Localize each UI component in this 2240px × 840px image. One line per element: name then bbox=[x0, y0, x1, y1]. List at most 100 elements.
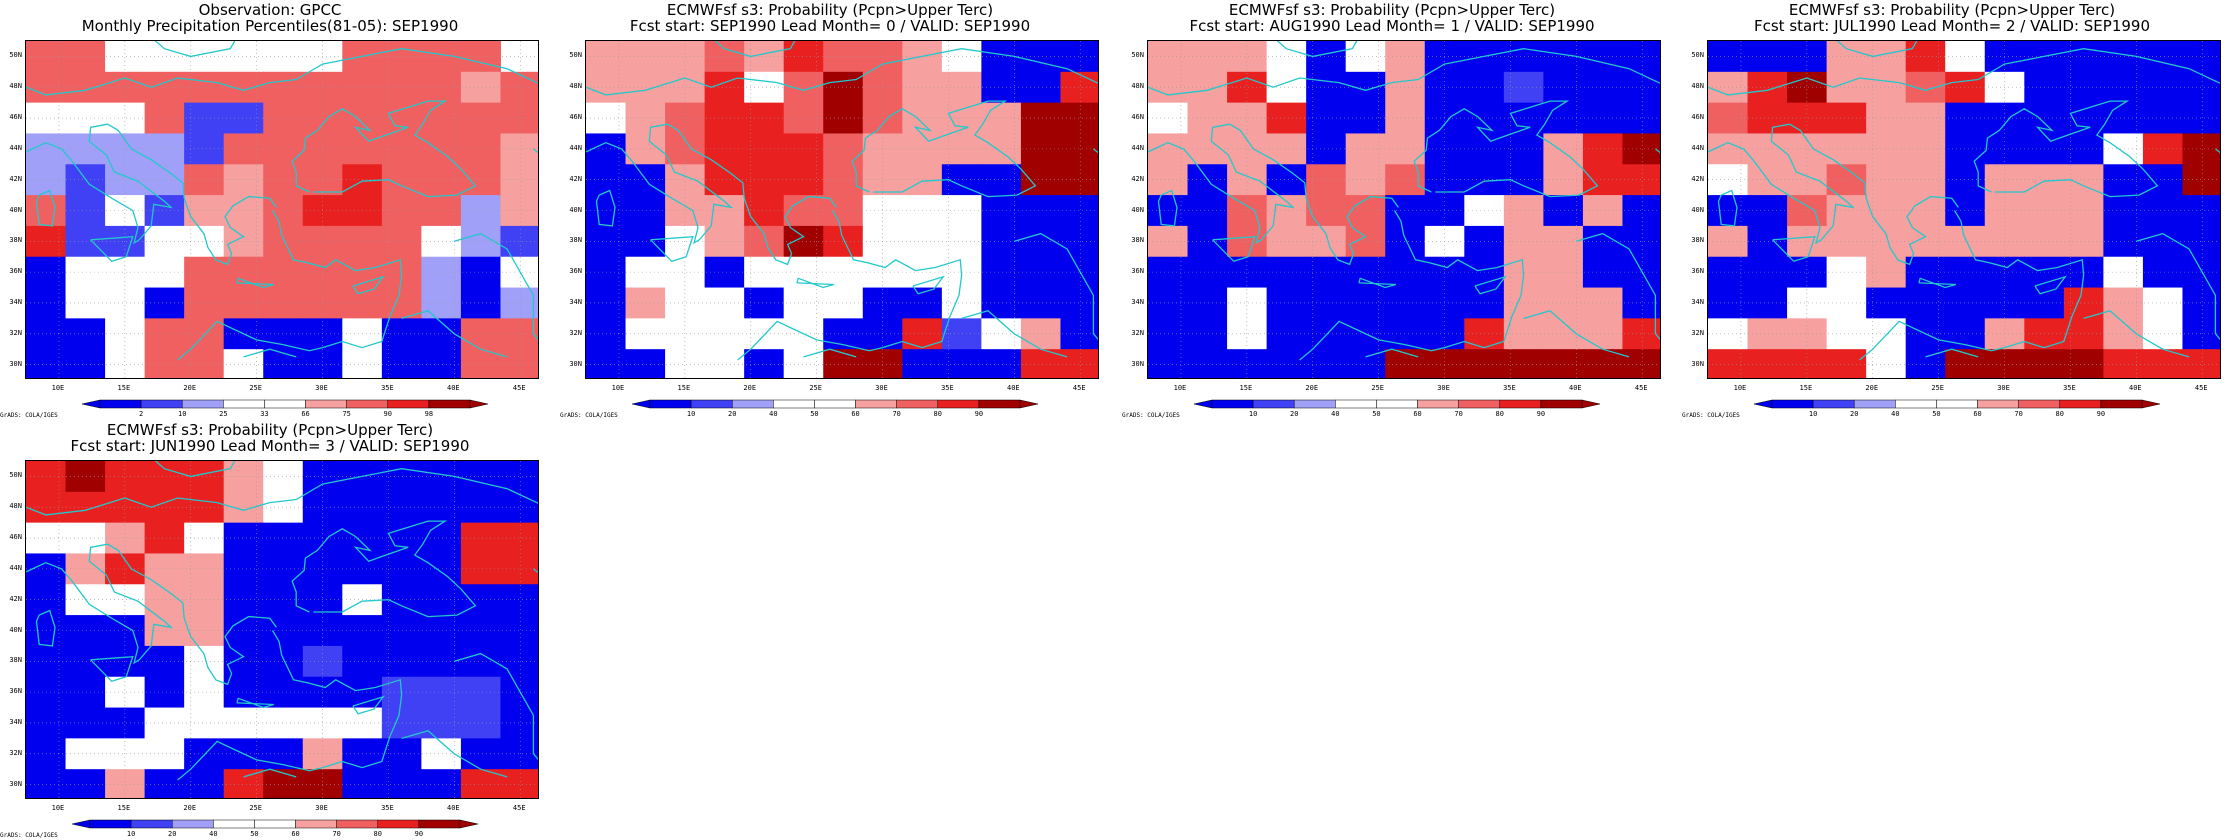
grid-cell bbox=[263, 164, 304, 196]
grid-cell bbox=[421, 71, 462, 104]
colorbar-label: 50 bbox=[810, 410, 819, 418]
lat-tick-label: 32N bbox=[9, 328, 22, 337]
precip-map bbox=[585, 40, 1099, 379]
lon-tick-label: 20E bbox=[183, 804, 197, 812]
coastline bbox=[26, 468, 538, 516]
coastline bbox=[401, 729, 508, 778]
grid-cell bbox=[941, 102, 982, 134]
lat-tick-label: 30N bbox=[1131, 359, 1144, 368]
grid-cell bbox=[1266, 41, 1307, 73]
grid-cell bbox=[981, 287, 1022, 319]
lat-tick-label: 44N bbox=[9, 143, 22, 152]
grid-cell bbox=[65, 195, 106, 227]
grid-cell bbox=[1826, 102, 1867, 134]
lat-tick-label: 38N bbox=[9, 656, 22, 665]
grid-cell bbox=[1187, 287, 1228, 319]
grid-cell bbox=[1345, 133, 1386, 165]
coastline bbox=[1859, 210, 2085, 361]
grid-cell bbox=[263, 133, 304, 165]
grid-cell bbox=[1385, 102, 1426, 134]
coastline bbox=[1836, 41, 1918, 58]
coastline bbox=[586, 123, 734, 245]
grid-cell bbox=[263, 584, 304, 616]
grid-cell bbox=[2103, 287, 2144, 319]
grid-cell bbox=[941, 133, 982, 165]
grid-cell bbox=[1385, 195, 1426, 227]
lat-tick-label: 34N bbox=[1131, 297, 1144, 306]
lat-tick-label: 50N bbox=[9, 471, 22, 480]
grid-cell bbox=[342, 769, 383, 798]
lon-tick-label: 30E bbox=[1997, 384, 2010, 392]
grid-cell bbox=[421, 707, 462, 739]
grid-cell bbox=[223, 491, 264, 524]
colorbar-segment bbox=[99, 399, 142, 409]
coastline bbox=[1789, 123, 1959, 266]
coastline bbox=[1365, 348, 1419, 358]
colorbar-segment bbox=[213, 819, 255, 829]
grid-cell bbox=[704, 102, 745, 134]
grid-cell bbox=[421, 584, 462, 616]
grid-cell bbox=[223, 133, 264, 165]
coastline bbox=[1523, 309, 1630, 358]
grid-cell bbox=[223, 553, 264, 585]
grid-cell bbox=[1905, 133, 1946, 165]
grid-cell bbox=[223, 71, 264, 104]
colorbar-label: 50 bbox=[1932, 410, 1941, 418]
lon-tick-label: 30E bbox=[875, 384, 888, 392]
grid-cell bbox=[823, 71, 864, 104]
lat-tick-label: 50N bbox=[9, 51, 22, 60]
grid-cell bbox=[1060, 349, 1098, 378]
coastline bbox=[1576, 232, 1660, 341]
colorbar-segment bbox=[428, 399, 471, 409]
lat-tick-label: 50N bbox=[569, 51, 582, 60]
grid-cell bbox=[1787, 71, 1828, 104]
coastline bbox=[236, 277, 274, 289]
colorbar-segment bbox=[1771, 399, 1814, 409]
lon-tick-label: 35E bbox=[941, 384, 954, 392]
colorbar-label: 90 bbox=[1536, 410, 1546, 418]
colorbar-label: 80 bbox=[373, 830, 382, 838]
coastline bbox=[26, 48, 538, 96]
coastline bbox=[177, 630, 403, 781]
grid-cell bbox=[1866, 349, 1907, 378]
grid-cell bbox=[1503, 41, 1544, 73]
grid-cell bbox=[1148, 349, 1189, 378]
grid-cell bbox=[783, 349, 824, 378]
coastline bbox=[243, 768, 297, 778]
colorbar-segment bbox=[387, 399, 430, 409]
colorbar-segment bbox=[649, 399, 692, 409]
grid-cell bbox=[1543, 71, 1584, 104]
grid-cell bbox=[2103, 349, 2144, 378]
grid-cell bbox=[2063, 41, 2104, 73]
grid-cell bbox=[263, 287, 304, 319]
grid-cell bbox=[26, 349, 67, 378]
grid-cell bbox=[941, 41, 982, 73]
grid-cell bbox=[981, 256, 1022, 289]
grid-cell bbox=[981, 349, 1022, 378]
colorbar-label: 90 bbox=[414, 830, 424, 838]
grid-cell bbox=[105, 584, 146, 616]
grads-credit: GrADS: COLA/IGES bbox=[0, 412, 58, 419]
grid-cell bbox=[1747, 256, 1788, 289]
grid-cell bbox=[823, 133, 864, 165]
grid-cell bbox=[1543, 164, 1584, 196]
grid-cell bbox=[625, 349, 666, 378]
grid-cell bbox=[144, 41, 185, 73]
panel-title: ECMWFsf s3: Probability (Pcpn>Upper Terc… bbox=[106, 421, 434, 439]
lat-tick-label: 40N bbox=[9, 625, 22, 634]
panel-title: ECMWFsf s3: Probability (Pcpn>Upper Terc… bbox=[666, 1, 994, 19]
grid-cell bbox=[1905, 164, 1946, 196]
lat-tick-label: 34N bbox=[9, 717, 22, 726]
lat-tick-label: 42N bbox=[9, 174, 22, 183]
grid-cell bbox=[421, 287, 462, 319]
grid-cell bbox=[263, 769, 304, 798]
colorbar-segment bbox=[1376, 399, 1418, 409]
coastline bbox=[1708, 123, 1856, 245]
grid-cell bbox=[1708, 349, 1749, 378]
coastline bbox=[1474, 275, 1507, 295]
coastline bbox=[454, 652, 538, 761]
grid-cell bbox=[1787, 164, 1828, 196]
panel-title: ECMWFsf s3: Probability (Pcpn>Upper Terc… bbox=[1788, 1, 2116, 19]
colorbar-label: 33 bbox=[260, 410, 269, 418]
grid-cell bbox=[1345, 164, 1386, 196]
